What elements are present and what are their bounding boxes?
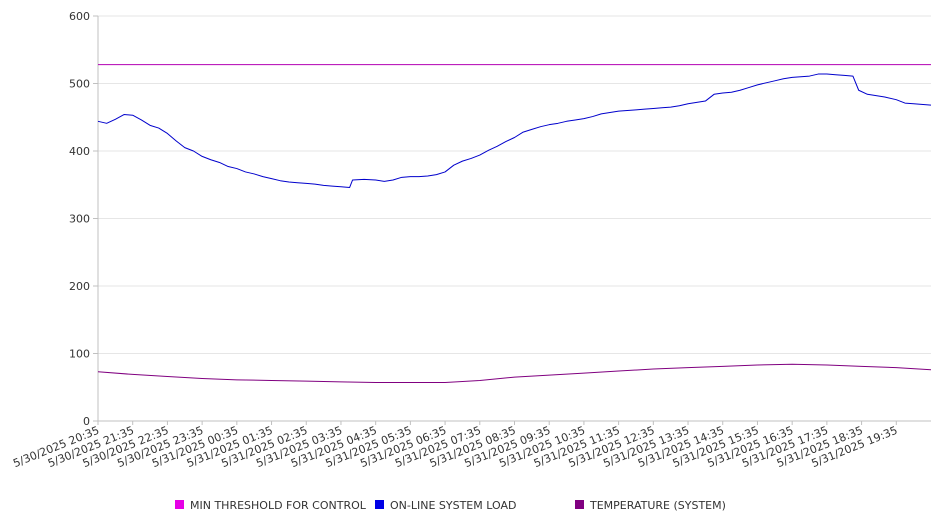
legend-swatch-0 — [175, 500, 184, 509]
legend-swatch-1 — [375, 500, 384, 509]
legend-label-2: TEMPERATURE (SYSTEM) — [589, 499, 726, 512]
y-tick-label: 200 — [69, 280, 90, 293]
y-tick-label: 600 — [69, 10, 90, 23]
y-tick-label: 100 — [69, 348, 90, 361]
y-tick-label: 500 — [69, 78, 90, 91]
series-line-1 — [97, 73, 932, 188]
series-line-2 — [97, 363, 932, 384]
legend: MIN THRESHOLD FOR CONTROL ON-LINE SYSTEM … — [175, 499, 726, 512]
legend-label-1: ON-LINE SYSTEM LOAD — [390, 499, 516, 512]
gridlines — [98, 15, 931, 354]
y-tick-label: 0 — [83, 415, 90, 428]
y-tick-label: 300 — [69, 213, 90, 226]
series-lines — [97, 64, 932, 384]
legend-label-0: MIN THRESHOLD FOR CONTROL — [190, 499, 367, 512]
y-axis-ticks: 0 100 200 300 400 500 600 — [69, 10, 98, 428]
y-tick-label: 400 — [69, 145, 90, 158]
x-axis-ticks: 5/30/2025 20:355/30/2025 21:355/30/2025 … — [11, 421, 899, 470]
legend-swatch-2 — [575, 500, 584, 509]
